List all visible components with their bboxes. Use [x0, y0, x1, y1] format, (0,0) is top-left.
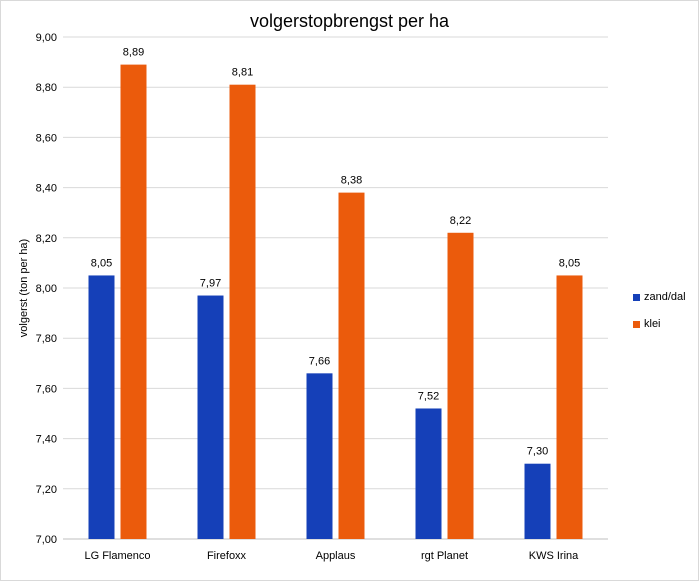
y-tick-label: 8,00 — [36, 283, 57, 295]
x-tick-label-rgt-planet: rgt Planet — [421, 550, 468, 562]
gridlines — [63, 36, 608, 540]
data-label-zand-dal-rgt-planet: 7,52 — [418, 390, 439, 402]
x-tick-label-lg-flamenco: LG Flamenco — [84, 550, 150, 562]
y-tick-label: 7,40 — [36, 434, 57, 446]
data-label-zand-dal-lg-flamenco: 8,05 — [91, 257, 112, 269]
legend-label-klei: klei — [644, 318, 661, 330]
y-tick-label: 7,60 — [36, 383, 57, 395]
legend-item-klei: klei — [633, 317, 686, 331]
y-tick-label: 7,80 — [36, 333, 57, 345]
y-tick-label: 8,20 — [36, 233, 57, 245]
data-label-klei-lg-flamenco: 8,89 — [123, 47, 144, 59]
data-label-zand-dal-kws-irina: 7,30 — [527, 446, 548, 458]
data-label-klei-firefoxx: 8,81 — [232, 67, 253, 79]
bar-klei-firefoxx — [229, 84, 256, 539]
legend-swatch-klei — [633, 320, 640, 328]
bar-klei-kws-irina — [556, 275, 583, 539]
x-tick-label-kws-irina: KWS Irina — [529, 550, 579, 562]
bar-klei-lg-flamenco — [120, 64, 147, 540]
y-tick-label: 8,80 — [36, 82, 57, 94]
x-axis-tick-labels: LG Flamenco Firefoxx Applaus rgt Planet KWS … — [84, 550, 579, 562]
bar-zand-dal-lg-flamenco — [88, 275, 115, 539]
bar-zand-dal-kws-irina — [524, 463, 551, 539]
y-tick-label: 8,60 — [36, 132, 57, 144]
data-label-zand-dal-firefoxx: 7,97 — [200, 278, 221, 290]
y-tick-label: 8,40 — [36, 183, 57, 195]
x-tick-label-applaus: Applaus — [316, 550, 356, 562]
chart-title: volgerstopbrengst per ha — [249, 11, 450, 31]
bars — [88, 64, 583, 540]
bar-zand-dal-applaus — [306, 373, 333, 539]
legend-item-zand-dal: zand/dal — [633, 290, 686, 304]
y-tick-label: 9,00 — [36, 32, 57, 44]
y-tick-label: 7,00 — [36, 534, 57, 546]
data-label-klei-kws-irina: 8,05 — [559, 257, 580, 269]
bar-klei-rgt-planet — [447, 232, 474, 539]
legend: zand/dal klei — [633, 290, 686, 344]
data-label-klei-applaus: 8,38 — [341, 175, 362, 187]
bar-zand-dal-rgt-planet — [415, 408, 442, 539]
legend-label-zand-dal: zand/dal — [644, 291, 686, 303]
bar-zand-dal-firefoxx — [197, 295, 224, 539]
bar-klei-applaus — [338, 192, 365, 539]
legend-swatch-zand-dal — [633, 293, 640, 301]
y-axis-tick-labels: 7,00 7,20 7,40 7,60 7,80 8,00 8,20 8,40 8,60 8,80… — [36, 32, 57, 546]
data-labels: 8,05 8,89 7,97 8,81 7,66 8,38 7,52 8,22 7,30 8,05 — [91, 47, 580, 458]
data-label-klei-rgt-planet: 8,22 — [450, 215, 471, 227]
x-tick-label-firefoxx: Firefoxx — [207, 550, 247, 562]
y-tick-label: 7,20 — [36, 484, 57, 496]
data-label-zand-dal-applaus: 7,66 — [309, 355, 330, 367]
